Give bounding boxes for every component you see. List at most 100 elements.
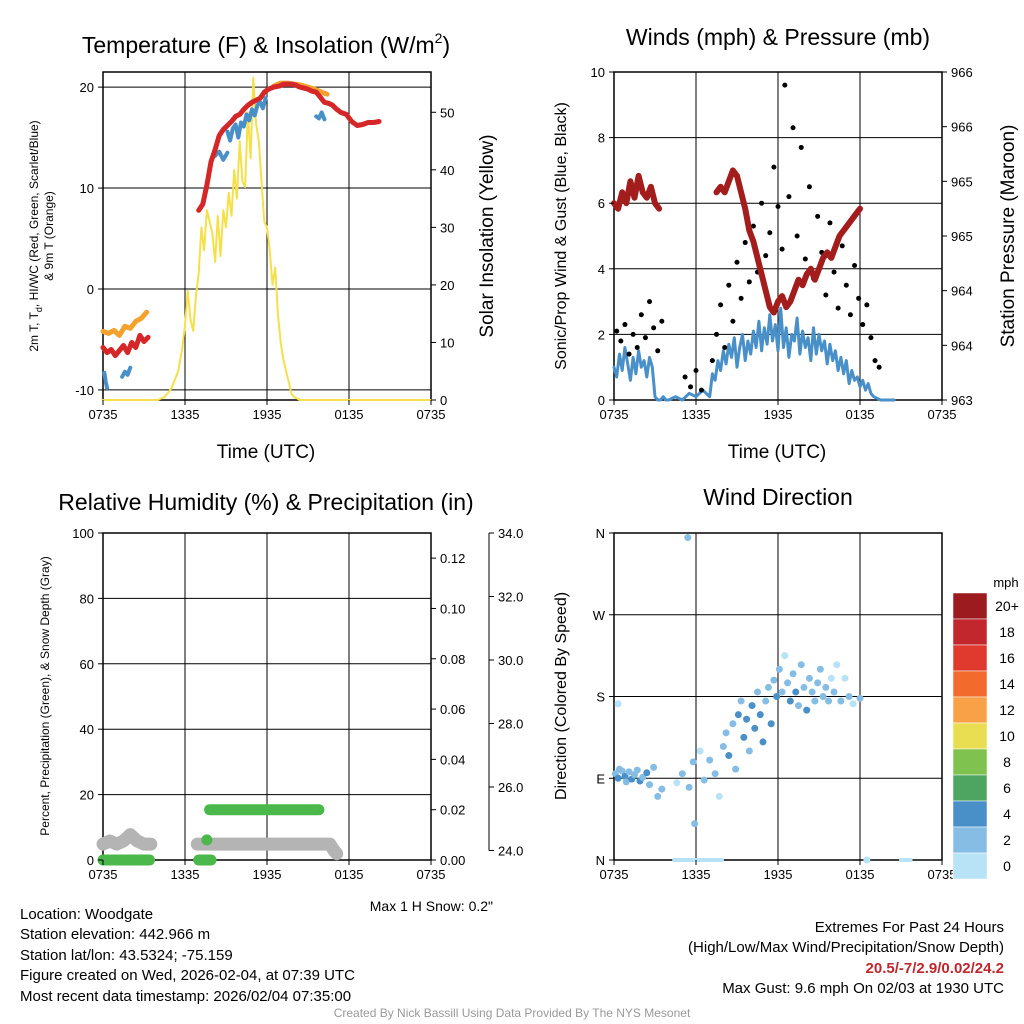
extremes-info: Extremes For Past 24 Hours (High/Low/Max… (688, 918, 1004, 1000)
gust-point (779, 246, 785, 252)
x-tick-label: 0135 (846, 867, 875, 882)
gust-point (655, 348, 661, 354)
series-snow-depth (96, 828, 158, 851)
legend-swatch (952, 670, 988, 698)
series-2m-t (196, 81, 382, 213)
wind-y-tick-label: 4 (598, 262, 605, 277)
direction-point (845, 693, 853, 700)
series-pressure (611, 172, 663, 212)
rh-y-tick-label: 100 (72, 526, 94, 541)
direction-point (764, 683, 772, 691)
gust-point (642, 335, 648, 341)
legend-swatch (952, 618, 988, 646)
gust-point (750, 223, 756, 229)
direction-point (759, 738, 767, 746)
max-gust-text: Max Gust: 9.6 mph On 02/03 at 1930 UTC (722, 980, 1004, 998)
direction-point (633, 766, 641, 774)
wind-xlabel: Time (UTC) (728, 442, 827, 463)
rh-ylabel: Percent, Precipitation (Green), & Snow D… (38, 556, 52, 835)
timestamp-text: Most recent data timestamp: 2026/02/04 0… (20, 987, 352, 1005)
insolation-y-tick-label: 10 (440, 335, 454, 350)
direction-point (711, 770, 719, 778)
temp-ylabel-line1: 2m T, Td, HI/WC (Red, Green, Scarlet/Blu… (27, 120, 44, 351)
x-tick-label: 0735 (417, 407, 446, 422)
temp-series (100, 76, 432, 401)
gust-point (722, 345, 728, 351)
direction-point (658, 785, 666, 793)
series-hi-wc (314, 110, 327, 122)
precip-y-tick-label: 0.10 (440, 601, 465, 616)
direction-point (778, 688, 786, 696)
direction-point (833, 661, 841, 669)
direction-point (792, 688, 800, 696)
rh-y-tick-label: 80 (80, 591, 94, 606)
series-wind (612, 306, 896, 402)
x-tick-label: 1935 (764, 867, 793, 882)
pressure-y-tick-label: 966 (951, 120, 973, 135)
direction-point (856, 694, 864, 702)
gust-point (622, 322, 628, 328)
direction-point (639, 773, 647, 781)
legend-label: 10 (999, 728, 1015, 744)
direction-point (725, 752, 733, 760)
x-tick-label: 0135 (335, 407, 364, 422)
temp-y-tick-label: 20 (80, 80, 94, 95)
gust-point (759, 200, 765, 206)
location-text: Location: Woodgate (20, 906, 154, 923)
direction-point (673, 779, 681, 787)
x-tick-label: 1935 (764, 407, 793, 422)
temp-grid (102, 71, 432, 401)
gust-point (860, 322, 866, 328)
direction-point (650, 763, 658, 771)
legend-label: 4 (1003, 806, 1011, 822)
speed-legend: 20+ 18 16 14 12 10 8 6 4 2 0 (952, 592, 1019, 880)
gust-point (638, 312, 644, 318)
pressure-y-tick-label: 966 (951, 65, 973, 80)
wind-series (611, 82, 896, 402)
direction-point (830, 688, 838, 696)
direction-point (625, 768, 633, 776)
direction-point (646, 781, 654, 789)
direction-point (816, 665, 824, 673)
series-hi-wc (120, 365, 133, 379)
legend-label: 14 (999, 676, 1015, 692)
wind-ylabel-left: Sonic/Prop Wind & Gust (Blue, Black) (553, 102, 570, 370)
x-tick-label: 1935 (253, 867, 282, 882)
x-tick-label: 0735 (928, 407, 957, 422)
gust-point (771, 164, 777, 170)
snow-y-tick-label: 26.0 (498, 780, 523, 795)
legend-label: 20+ (995, 598, 1019, 614)
direction-point (767, 720, 775, 728)
legend-swatch (952, 748, 988, 776)
legend-swatch (952, 774, 988, 802)
gust-point (693, 367, 699, 373)
legend-swatch (952, 852, 988, 880)
temp-y-tick-label: -10 (75, 383, 94, 398)
direction-point (654, 792, 662, 800)
gust-point (698, 387, 704, 393)
legend-label: 0 (1003, 858, 1011, 874)
direction-point (751, 724, 759, 732)
pressure-y-tick-label: 963 (951, 393, 973, 408)
direction-point (722, 729, 730, 737)
legend-label: 2 (1003, 832, 1011, 848)
legend-swatch (952, 826, 988, 854)
precip-y-tick-label: 0.00 (440, 853, 465, 868)
gust-point (868, 335, 874, 341)
pressure-y-tick-label: 964 (951, 284, 973, 299)
direction-point (614, 774, 622, 782)
temp-xlabel: Time (UTC) (217, 442, 316, 463)
wind-title: Winds (mph) & Pressure (mb) (626, 24, 930, 50)
direction-point (762, 697, 770, 705)
x-tick-label: 1335 (682, 867, 711, 882)
direction-point (863, 856, 871, 864)
gust-point (714, 331, 719, 337)
series-hi-wc (102, 370, 110, 390)
legend-label: 18 (999, 624, 1015, 640)
gust-point (827, 220, 833, 226)
direction-point (808, 688, 816, 696)
direction-point (814, 679, 822, 687)
legend-swatch (952, 696, 988, 724)
insolation-y-tick-label: 30 (440, 220, 454, 235)
direction-point (689, 758, 697, 766)
